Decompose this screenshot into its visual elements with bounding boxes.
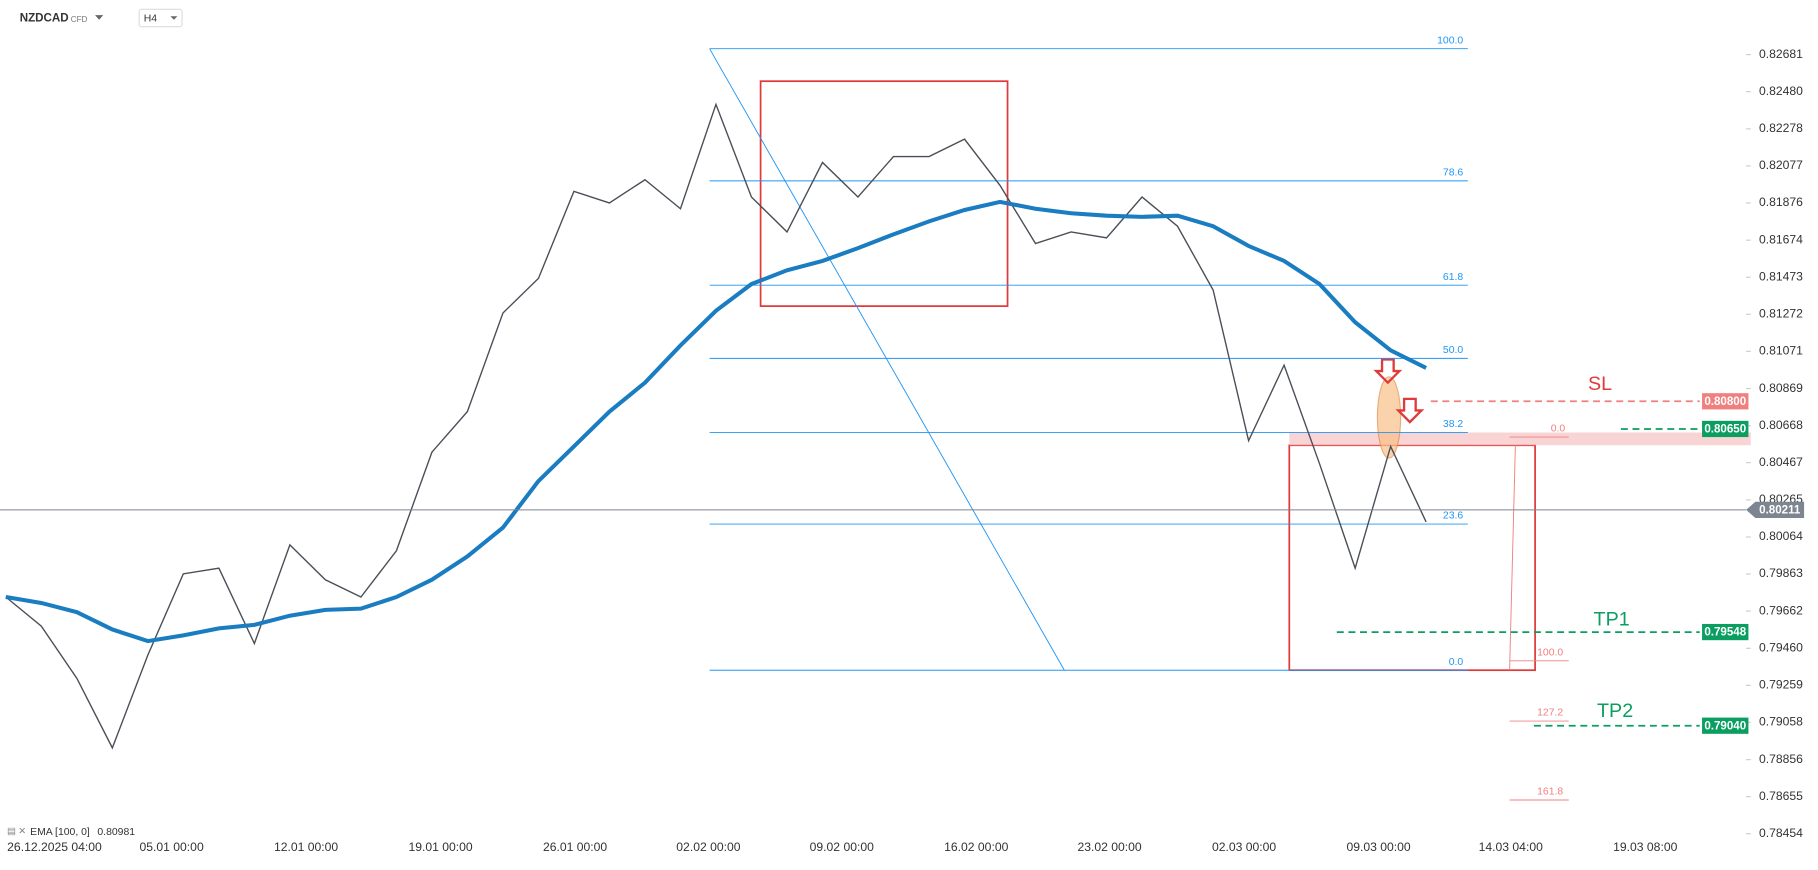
- x-tick-label: 05.01 00:00: [139, 840, 203, 854]
- legend-icon[interactable]: ▤ ✕: [7, 826, 26, 836]
- x-tick-label: 02.02 00:00: [676, 840, 740, 854]
- x-tick-label: 19.01 00:00: [408, 840, 472, 854]
- down-arrow: [1373, 358, 1403, 385]
- price-tag: [1702, 717, 1749, 734]
- y-tick-label: 0.79058: [1759, 715, 1803, 729]
- x-tick-label: 23.02 00:00: [1077, 840, 1141, 854]
- price-tag: [1702, 420, 1749, 438]
- y-tick-label: 0.79863: [1759, 566, 1803, 580]
- x-tick-label: 19.03 08:00: [1613, 840, 1677, 854]
- price-tag: [1702, 623, 1749, 641]
- y-tick-label: 0.80869: [1759, 381, 1803, 395]
- timeframe-dropdown[interactable]: [170, 16, 178, 20]
- price-tag-label: 0.79548: [1704, 627, 1746, 639]
- price-tag-label: 0.80211: [1759, 505, 1801, 517]
- price-line: [5, 102, 1427, 750]
- market: CFD: [71, 15, 88, 24]
- y-tick-label: 0.81272: [1759, 307, 1803, 321]
- y-tick-label: 0.82077: [1759, 158, 1803, 172]
- timeframe-box[interactable]: [138, 8, 183, 28]
- y-tick-label: 0.80467: [1759, 455, 1803, 469]
- x-tick-label: 26.12.2025 04:00: [7, 840, 102, 854]
- x-tick-label: 12.01 00:00: [274, 840, 338, 854]
- y-tick-label: 0.78454: [1759, 826, 1803, 840]
- extension-label: 161.8: [1537, 787, 1563, 798]
- fib-label: 78.6: [1443, 167, 1463, 178]
- range-box: [759, 80, 1009, 307]
- x-tick-label: 09.03 00:00: [1346, 840, 1410, 854]
- y-tick-label: 0.82681: [1759, 47, 1803, 61]
- y-tick-label: 0.81071: [1759, 344, 1803, 358]
- y-tick-label: 0.79259: [1759, 678, 1803, 692]
- level-name: TP1: [1594, 609, 1630, 631]
- y-tick-label: 0.81473: [1759, 269, 1803, 283]
- highlight: [1376, 376, 1402, 459]
- x-tick-label: 02.03 00:00: [1212, 840, 1276, 854]
- extension-trend: [1509, 445, 1516, 671]
- legend-value: 0.80981: [97, 827, 135, 838]
- x-tick-label: 16.02 00:00: [944, 840, 1008, 854]
- legend-name: EMA [100, 0]: [30, 827, 90, 838]
- price-tag-label: 0.79040: [1704, 720, 1746, 732]
- y-tick-label: 0.81674: [1759, 232, 1803, 246]
- level-name: TP2: [1597, 700, 1633, 722]
- fib-label: 23.6: [1443, 511, 1463, 522]
- y-tick-label: 0.81876: [1759, 195, 1803, 209]
- y-tick-label: 0.80668: [1759, 418, 1803, 432]
- extension-label: 0.0: [1551, 424, 1566, 435]
- y-tick-label: 0.78655: [1759, 789, 1803, 803]
- extension-label: 127.2: [1537, 708, 1563, 719]
- fib-label: 50.0: [1443, 345, 1463, 356]
- price-tag-label: 0.80650: [1704, 424, 1746, 436]
- symbol[interactable]: NZDCAD: [20, 13, 69, 25]
- ema-line: [5, 199, 1428, 644]
- y-tick-label: 0.80064: [1759, 529, 1803, 543]
- y-tick-label: 0.79460: [1759, 641, 1803, 655]
- extension-label: 100.0: [1537, 647, 1563, 658]
- y-tick-label: 0.79662: [1759, 603, 1803, 617]
- fib-label: 0.0: [1449, 657, 1464, 668]
- y-tick-label: 0.82480: [1759, 84, 1803, 98]
- level-name: SL: [1588, 373, 1612, 395]
- fib-diagonal: [709, 48, 1065, 671]
- price-tag: [1746, 501, 1805, 518]
- x-tick-label: 09.02 00:00: [810, 840, 874, 854]
- x-tick-label: 26.01 00:00: [543, 840, 607, 854]
- y-tick-label: 0.78856: [1759, 752, 1803, 766]
- down-arrow: [1395, 397, 1425, 424]
- price-tag-label: 0.80800: [1704, 396, 1746, 408]
- timeframe[interactable]: H4: [144, 13, 158, 24]
- symbol-dropdown[interactable]: [95, 15, 104, 20]
- resistance-zone: [1289, 432, 1751, 446]
- price-tag: [1702, 393, 1749, 410]
- fib-label: 100.0: [1437, 35, 1463, 46]
- fib-label: 38.2: [1443, 419, 1463, 430]
- y-tick-label: 0.82278: [1759, 121, 1803, 135]
- x-tick-label: 14.03 04:00: [1479, 840, 1543, 854]
- fib-label: 61.8: [1443, 272, 1463, 283]
